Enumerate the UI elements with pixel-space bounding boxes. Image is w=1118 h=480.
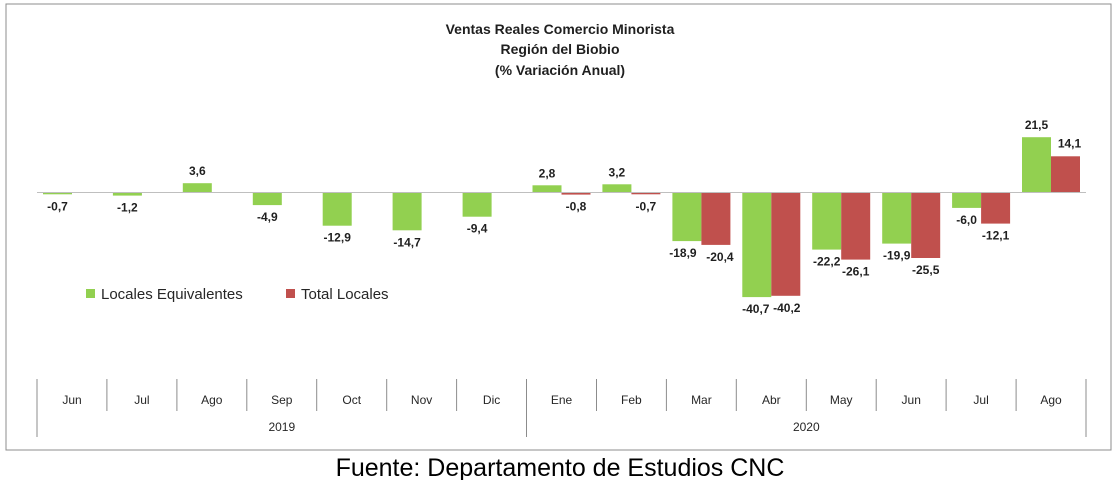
bar-locales-equivalentes-15 xyxy=(1022,137,1051,193)
legend-label-locales-equivalentes: Locales Equivalentes xyxy=(101,286,243,303)
data-label-locales-equivalentes-1: -0,7 xyxy=(47,199,68,213)
category-label-10: Mar xyxy=(691,393,712,407)
data-label-locales-equivalentes-8: 2,8 xyxy=(539,166,556,180)
source-note: Fuente: Departamento de Estudios CNC xyxy=(336,454,785,480)
bar-locales-equivalentes-10 xyxy=(672,192,702,242)
category-label-14: Jul xyxy=(973,393,988,407)
category-label-3: Ago xyxy=(201,393,223,407)
bar-locales-equivalentes-2 xyxy=(112,192,142,196)
bar-locales-equivalentes-1 xyxy=(43,192,72,195)
data-label-total-locales-12: -26,1 xyxy=(842,265,870,279)
bar-locales-equivalentes-7 xyxy=(462,192,492,217)
data-label-total-locales-15: 14,1 xyxy=(1058,136,1082,150)
bar-locales-equivalentes-12 xyxy=(812,192,842,250)
bar-locales-equivalentes-5 xyxy=(322,192,352,226)
chart-title-line-2: Región del Biobio xyxy=(501,41,620,57)
category-label-5: Oct xyxy=(342,393,361,407)
legend: Locales Equivalentes Total Locales xyxy=(86,286,389,303)
data-label-total-locales-13: -25,5 xyxy=(912,263,940,277)
category-label-6: Nov xyxy=(411,393,432,407)
legend-item-locales-equivalentes: Locales Equivalentes xyxy=(86,286,243,303)
bar-locales-equivalentes-9 xyxy=(602,184,632,193)
category-label-15: Ago xyxy=(1040,393,1062,407)
plot-area: -0,7 -1,2 3,6 -4,9 -12,9 -14,7 -9,4 2,8 -0,8 3,2 -… xyxy=(43,118,1082,316)
bar-total-locales-8 xyxy=(561,192,591,195)
bar-total-locales-9 xyxy=(631,192,661,195)
data-label-total-locales-9: -0,7 xyxy=(636,199,657,213)
data-label-locales-equivalentes-5: -12,9 xyxy=(324,231,352,245)
category-label-7: Dic xyxy=(483,393,500,407)
bar-locales-equivalentes-4 xyxy=(252,192,282,206)
data-label-locales-equivalentes-13: -19,9 xyxy=(883,249,911,263)
year-label-2020: 2020 xyxy=(793,420,820,434)
category-label-11: Abr xyxy=(762,393,781,407)
bar-total-locales-10 xyxy=(701,192,731,245)
bar-locales-equivalentes-6 xyxy=(392,192,422,231)
data-label-locales-equivalentes-12: -22,2 xyxy=(813,255,841,269)
data-label-locales-equivalentes-11: -40,7 xyxy=(742,302,770,316)
bar-total-locales-12 xyxy=(841,192,871,260)
bar-locales-equivalentes-8 xyxy=(532,185,562,193)
bar-total-locales-15 xyxy=(1051,156,1080,193)
bar-locales-equivalentes-11 xyxy=(742,192,772,298)
year-label-2019: 2019 xyxy=(268,420,295,434)
data-label-locales-equivalentes-15: 21,5 xyxy=(1025,118,1049,132)
category-label-4: Sep xyxy=(271,393,293,407)
bar-locales-equivalentes-13 xyxy=(882,192,912,244)
bar-total-locales-11 xyxy=(771,192,801,296)
category-label-9: Feb xyxy=(621,393,642,407)
data-label-locales-equivalentes-4: -4,9 xyxy=(257,210,278,224)
legend-swatch-locales-equivalentes xyxy=(86,289,95,298)
data-label-total-locales-11: -40,2 xyxy=(773,301,801,315)
data-label-locales-equivalentes-2: -1,2 xyxy=(117,201,138,215)
category-axis: Jun Jul Ago Sep Oct Nov Dic Ene Feb Mar Abr May Jun J… xyxy=(36,379,1087,437)
category-label-12: May xyxy=(830,393,853,407)
category-label-1: Jun xyxy=(62,393,81,407)
category-label-8: Ene xyxy=(551,393,573,407)
bar-locales-equivalentes-14 xyxy=(952,192,982,208)
legend-item-total-locales: Total Locales xyxy=(286,286,389,303)
data-label-locales-equivalentes-7: -9,4 xyxy=(467,222,488,236)
chart-title-line-1: Ventas Reales Comercio Minorista xyxy=(446,21,675,37)
chart-title-line-3: (% Variación Anual) xyxy=(495,62,625,78)
bar-locales-equivalentes-3 xyxy=(182,183,212,193)
data-label-total-locales-8: -0,8 xyxy=(566,200,587,214)
data-label-locales-equivalentes-10: -18,9 xyxy=(669,246,697,260)
bar-total-locales-13 xyxy=(911,192,941,258)
data-label-locales-equivalentes-9: 3,2 xyxy=(609,165,626,179)
data-label-locales-equivalentes-14: -6,0 xyxy=(956,213,977,227)
data-label-locales-equivalentes-6: -14,7 xyxy=(393,235,421,249)
data-label-total-locales-10: -20,4 xyxy=(706,250,734,264)
legend-label-total-locales: Total Locales xyxy=(301,286,389,303)
category-label-2: Jul xyxy=(134,393,149,407)
data-label-total-locales-14: -12,1 xyxy=(982,229,1010,243)
data-label-locales-equivalentes-3: 3,6 xyxy=(189,164,206,178)
bar-total-locales-14 xyxy=(981,192,1011,224)
category-label-13: Jun xyxy=(902,393,921,407)
legend-swatch-total-locales xyxy=(286,289,295,298)
